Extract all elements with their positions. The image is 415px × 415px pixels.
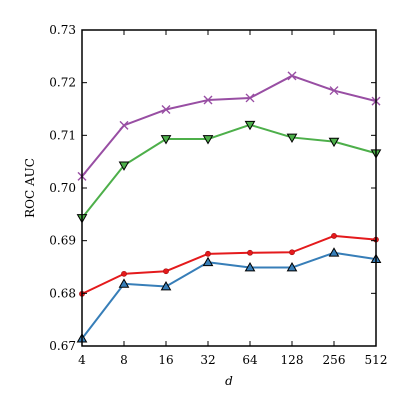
y-tick-label: 0.67	[49, 339, 76, 353]
data-point-1-3	[202, 135, 214, 145]
data-point-2-2	[163, 268, 169, 275]
y-tick-label: 0.73	[49, 23, 76, 37]
data-point-1-4	[244, 120, 256, 131]
series-layer	[76, 71, 382, 343]
data-point-1-1	[118, 161, 130, 171]
data-point-2-3	[205, 250, 211, 257]
x-tick-label: 4	[78, 353, 86, 367]
data-point-1-2	[160, 135, 172, 145]
x-tick-label: 8	[120, 353, 128, 367]
y-tick-label: 0.69	[49, 234, 76, 248]
data-point-2-4	[247, 249, 253, 256]
plot-frame	[81, 29, 377, 347]
data-point-0-4	[245, 93, 255, 103]
data-point-2-5	[289, 249, 295, 256]
data-point-0-3	[203, 95, 213, 105]
x-tick-label: 16	[158, 353, 173, 367]
series-line-2	[81, 234, 377, 295]
data-point-2-6	[331, 233, 337, 239]
data-point-2-1	[121, 270, 127, 277]
y-tick-label: 0.72	[49, 76, 76, 90]
data-point-3-3	[202, 256, 214, 267]
data-point-3-1	[118, 278, 130, 288]
data-point-3-6	[328, 247, 340, 257]
data-point-3-2	[160, 280, 172, 291]
series-line-1	[81, 123, 377, 219]
x-tick-label: 256	[323, 353, 346, 367]
x-tick-label: 32	[200, 353, 215, 367]
y-tick-label: 0.68	[49, 286, 76, 300]
data-point-0-2	[161, 105, 171, 115]
data-point-3-4	[244, 262, 256, 272]
data-point-3-5	[286, 262, 298, 272]
data-point-0-5	[287, 71, 297, 81]
series-line-0	[81, 74, 377, 178]
y-tick-label: 0.71	[49, 128, 76, 142]
data-point-0-6	[329, 86, 339, 96]
data-point-1-5	[286, 133, 298, 143]
data-point-1-6	[328, 137, 340, 148]
y-axis-label: ROC AUC	[23, 158, 37, 218]
x-axis-label: d	[225, 374, 233, 388]
series-line-3	[81, 251, 377, 340]
x-tick-label: 128	[281, 353, 304, 367]
data-point-0-1	[119, 120, 129, 130]
x-tick-label: 512	[365, 353, 388, 367]
x-tick-label: 64	[242, 353, 258, 367]
y-tick-label: 0.70	[49, 181, 76, 195]
ticks-layer: 4 8 16 32 64 128 256 512 0.67 0.68 0.69 0.70 0.71 0.7…	[49, 23, 387, 367]
